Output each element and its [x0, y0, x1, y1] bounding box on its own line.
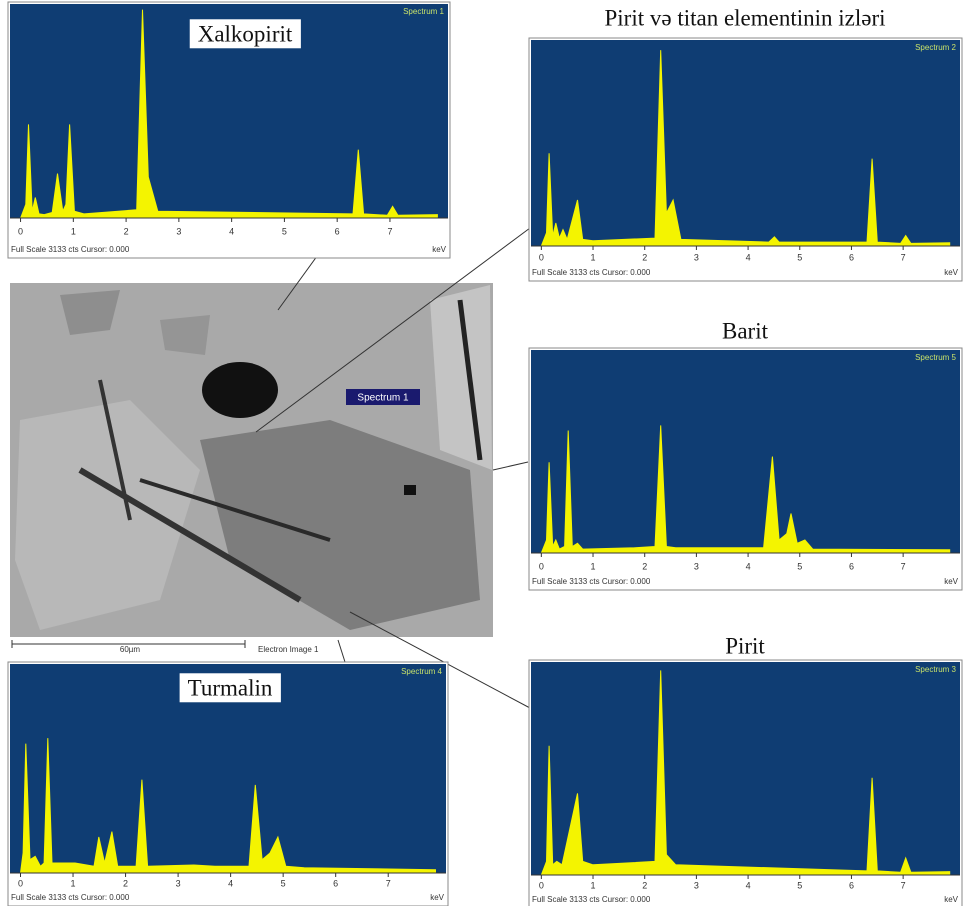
x-tick-label: 7 — [901, 252, 906, 262]
figure: Spectrum 1 60µm Electron Image 1 0 1 2 3 4 5 6… — [0, 0, 963, 906]
x-tick-label: 6 — [333, 878, 338, 888]
x-tick-label: 7 — [386, 878, 391, 888]
x-tick-label: 5 — [797, 561, 802, 571]
x-tick-label: 1 — [591, 880, 596, 890]
x-tick-label: 1 — [71, 226, 76, 236]
x-tick-label: 5 — [282, 226, 287, 236]
panel-title: Barit — [722, 318, 769, 343]
x-tick-label: 3 — [694, 880, 699, 890]
x-tick-label: 7 — [387, 226, 392, 236]
x-tick-label: 6 — [849, 252, 854, 262]
x-tick-label: 5 — [281, 878, 286, 888]
x-tick-label: 4 — [228, 878, 233, 888]
x-tick-label: 1 — [71, 878, 76, 888]
spectrum-name: Spectrum 5 — [915, 353, 956, 362]
x-tick-label: 4 — [746, 252, 751, 262]
spectrum-label: Spectrum 1 — [357, 393, 409, 404]
x-tick-label: 4 — [229, 226, 234, 236]
x-tick-label: 0 — [539, 561, 544, 571]
x-tick-label: 0 — [18, 878, 23, 888]
x-unit: keV — [944, 895, 958, 904]
x-unit: keV — [432, 245, 446, 254]
x-tick-label: 2 — [124, 226, 129, 236]
plot-area — [531, 662, 960, 875]
scale-bar-label: 60µm — [120, 645, 141, 654]
x-tick-label: 2 — [123, 878, 128, 888]
x-tick-label: 1 — [591, 252, 596, 262]
micrograph: Spectrum 1 60µm Electron Image 1 — [10, 283, 493, 654]
panel-title: Xalkopirit — [198, 21, 293, 46]
spectrum-name: Spectrum 2 — [915, 43, 956, 52]
x-tick-label: 7 — [901, 880, 906, 890]
x-tick-label: 0 — [539, 252, 544, 262]
footer: Full Scale 3133 cts Cursor: 0.000 — [11, 245, 130, 254]
plot-area — [531, 350, 960, 553]
x-unit: keV — [944, 577, 958, 586]
x-tick-label: 3 — [176, 878, 181, 888]
x-tick-label: 2 — [642, 880, 647, 890]
plot-area — [531, 40, 960, 246]
x-tick-label: 7 — [901, 561, 906, 571]
x-tick-label: 4 — [746, 561, 751, 571]
x-tick-label: 3 — [694, 252, 699, 262]
x-tick-label: 3 — [694, 561, 699, 571]
x-tick-label: 2 — [642, 561, 647, 571]
spectrum-name: Spectrum 4 — [401, 667, 442, 676]
x-tick-label: 0 — [18, 226, 23, 236]
x-tick-label: 6 — [335, 226, 340, 236]
panel-title: Pirit və titan elementinin izləri — [604, 5, 885, 30]
spectrum-name: Spectrum 1 — [403, 7, 444, 16]
x-tick-label: 1 — [591, 561, 596, 571]
footer: Full Scale 3133 cts Cursor: 0.000 — [11, 893, 130, 902]
footer: Full Scale 3133 cts Cursor: 0.000 — [532, 268, 651, 277]
x-tick-label: 0 — [539, 880, 544, 890]
x-unit: keV — [944, 268, 958, 277]
x-tick-label: 2 — [642, 252, 647, 262]
footer: Full Scale 3133 cts Cursor: 0.000 — [532, 895, 651, 904]
panel-title: Turmalin — [188, 675, 273, 700]
x-tick-label: 5 — [797, 880, 802, 890]
footer: Full Scale 3133 cts Cursor: 0.000 — [532, 577, 651, 586]
spectrum-name: Spectrum 3 — [915, 665, 956, 674]
x-tick-label: 6 — [849, 880, 854, 890]
x-tick-label: 4 — [746, 880, 751, 890]
x-tick-label: 3 — [176, 226, 181, 236]
image-caption: Electron Image 1 — [258, 645, 319, 654]
panel-title: Pirit — [725, 633, 765, 658]
x-tick-label: 5 — [797, 252, 802, 262]
x-tick-label: 6 — [849, 561, 854, 571]
x-unit: keV — [430, 893, 444, 902]
